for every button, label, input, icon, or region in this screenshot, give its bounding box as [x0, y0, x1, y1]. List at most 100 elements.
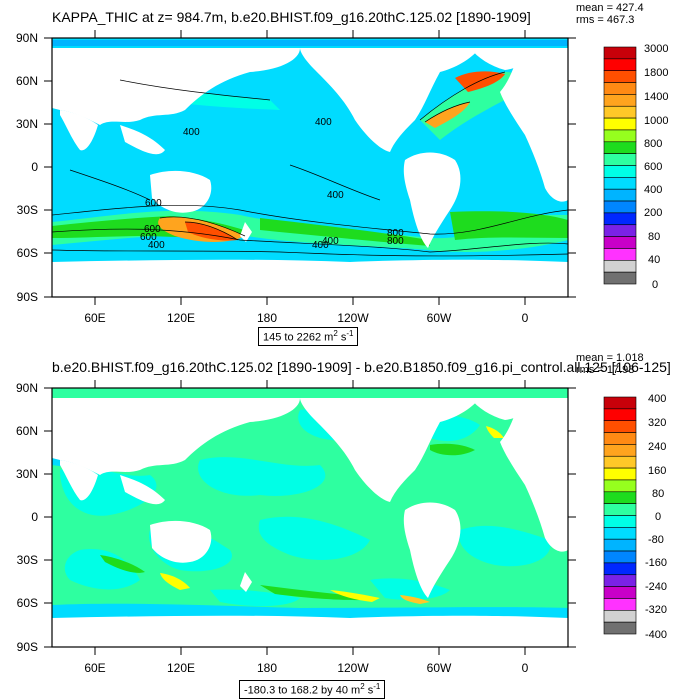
colorbar-label: -80 [648, 534, 664, 546]
lon-tick-label: 60W [427, 661, 452, 675]
colorbar-swatch [603, 236, 637, 249]
lon-tick-label: 180 [257, 661, 277, 675]
top-acc-band-south-pacific [260, 218, 430, 246]
top-land-north-america [300, 48, 480, 152]
lat-tick-label: 0 [31, 160, 38, 174]
bottom-lat-labels: 90N 60N 30N 0 30S 60S 90S [16, 381, 38, 654]
bottom-colorbar [603, 396, 637, 635]
colorbar-swatch [603, 165, 637, 178]
lon-tick-label: 120E [167, 311, 195, 325]
colorbar-swatch [603, 609, 637, 623]
top-contour-lines [51, 71, 569, 257]
lat-tick-label: 0 [31, 510, 38, 524]
colorbar-swatch [603, 420, 637, 433]
colorbar-swatch [603, 105, 637, 119]
lat-tick-label: 30S [17, 203, 38, 217]
colorbar-swatch [603, 503, 637, 516]
top-land-se-asia [120, 125, 165, 155]
top-gulf-stream [425, 102, 470, 128]
colorbar-swatch [603, 396, 637, 410]
colorbar-label: -320 [645, 604, 667, 616]
colorbar-swatch [603, 177, 637, 190]
lon-tick-label: 180 [257, 311, 277, 325]
colorbar-label: 160 [648, 465, 666, 477]
colorbar-swatch [603, 455, 637, 469]
top-contour-label: 400 [183, 127, 200, 138]
lon-tick-label: 0 [522, 311, 529, 325]
lon-tick-label: 0 [522, 661, 529, 675]
top-arctic-band [52, 40, 568, 46]
colorbar-swatch [603, 598, 637, 611]
lat-tick-label: 60N [16, 424, 38, 438]
top-map-panel: KAPPA_THIC at z= 984.7m, b.e20.BHIST.f09… [16, 2, 668, 346]
colorbar-label: 3000 [644, 43, 668, 55]
top-colorbar [603, 46, 637, 285]
lat-tick-label: 90S [17, 290, 38, 304]
colorbar-label: 240 [648, 441, 666, 453]
lon-tick-label: 120W [337, 661, 369, 675]
bottom-colorbar-labels: 400 320 240 160 80 0 -80 -160 -240 -320 … [645, 393, 667, 641]
colorbar-swatch [603, 82, 637, 95]
colorbar-swatch [603, 259, 637, 273]
colorbar-swatch [603, 527, 637, 540]
colorbar-swatch [603, 479, 637, 493]
colorbar-swatch [603, 129, 637, 143]
top-land-eurasia-africa-east [52, 48, 300, 125]
lat-tick-label: 60S [17, 596, 38, 610]
top-map-stats: mean = 427.4 rms = 467.3 [576, 2, 644, 26]
colorbar-label: 1000 [644, 115, 668, 127]
lat-tick-label: 60S [17, 246, 38, 260]
colorbar-swatch [603, 408, 637, 421]
colorbar-label: 200 [644, 207, 662, 219]
colorbar-label: -400 [645, 629, 667, 641]
colorbar-label: 1400 [644, 91, 668, 103]
bottom-map-stats: mean = 1.018 rms = 17.93 [576, 352, 644, 376]
colorbar-label: 0 [655, 511, 661, 523]
top-range-text: 145 to 2262 m [263, 331, 334, 344]
colorbar-swatch [603, 94, 637, 107]
lat-tick-label: 90N [16, 31, 38, 45]
colorbar-label: -160 [645, 557, 667, 569]
bottom-range-box: -180.3 to 168.2 by 40 m2 s-1 [239, 680, 386, 699]
top-map-title: KAPPA_THIC at z= 984.7m, b.e20.BHIST.f09… [52, 9, 531, 25]
colorbar-swatch [603, 491, 637, 504]
lat-tick-label: 30S [17, 553, 38, 567]
colorbar-swatch [603, 117, 637, 131]
bottom-land-antarctica [52, 615, 568, 647]
lon-tick-label: 120W [337, 311, 369, 325]
top-land-new-zealand [240, 222, 252, 242]
colorbar-label: 800 [644, 138, 662, 150]
bottom-axis-ticks [44, 380, 576, 655]
colorbar-swatch [603, 515, 637, 528]
colorbar-label: 0 [652, 279, 658, 291]
bottom-positive-streaks [100, 426, 504, 604]
lon-tick-label: 60E [84, 661, 105, 675]
colorbar-swatch [603, 141, 637, 154]
top-contour-label: 400 [327, 190, 344, 201]
lon-tick-label: 60W [427, 311, 452, 325]
colorbar-swatch [603, 621, 637, 635]
top-map-mean: mean = 427.4 [576, 2, 644, 14]
top-land-australia [150, 170, 212, 213]
colorbar-swatch [603, 248, 637, 261]
top-north-atlantic-band [420, 72, 525, 140]
bottom-land-se-asia [120, 475, 165, 505]
top-contour-label: 600 [145, 198, 162, 209]
colorbar-swatch [603, 444, 637, 457]
bottom-map-title: b.e20.BHIST.f09_g16.20thC.125.02 [1890-1… [52, 359, 671, 375]
top-land-europe-africa-west [500, 48, 568, 202]
top-contour-labels: 400 400 400 600 600 400 800 800 400 400 … [140, 117, 404, 251]
bottom-land-australia [150, 520, 212, 563]
top-contour-label: 400 [312, 240, 329, 251]
top-contour-label: 400 [322, 236, 339, 247]
top-axis-ticks [44, 30, 576, 305]
top-lon-labels: 60E 120E 180 120W 60W 0 [84, 311, 528, 325]
colorbar-label: 80 [652, 488, 664, 500]
bottom-land-eurasia-africa-east [52, 398, 300, 475]
top-land-india [60, 110, 98, 151]
colorbar-swatch [603, 70, 637, 83]
lon-tick-label: 120E [167, 661, 195, 675]
colorbar-swatch [603, 271, 637, 285]
colorbar-swatch [603, 467, 637, 481]
top-acc-band-red [185, 222, 238, 241]
